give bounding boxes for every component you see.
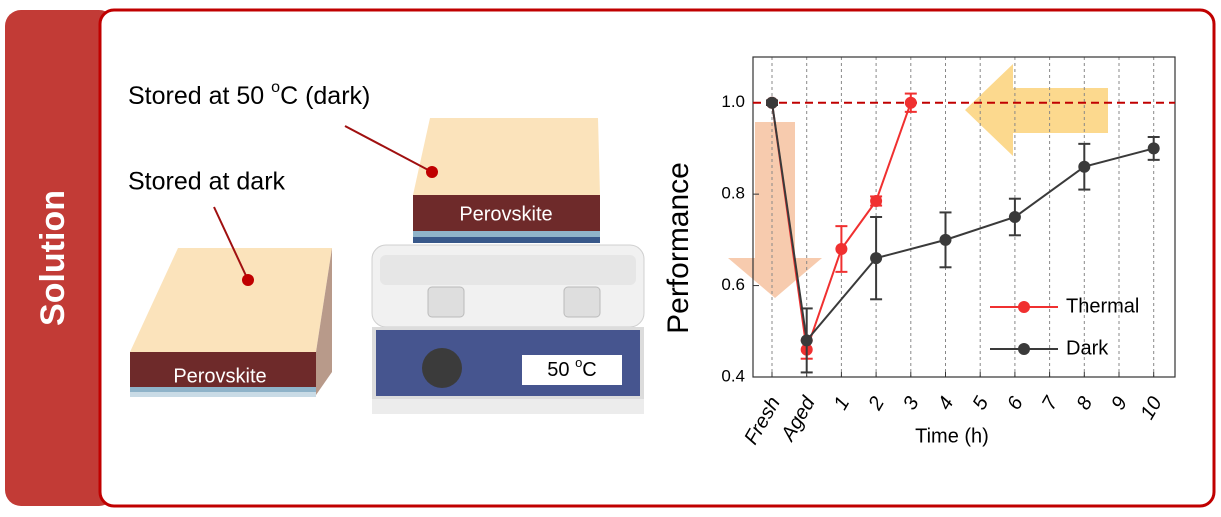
y-tick-label: 1.0 <box>721 92 745 111</box>
legend-marker <box>1018 343 1030 355</box>
y-tick-label: 0.8 <box>721 184 745 203</box>
legend-label: Dark <box>1066 337 1109 359</box>
point <box>766 97 778 109</box>
side-label: Solution <box>34 190 72 326</box>
point <box>1078 161 1090 173</box>
annotation: Stored at dark <box>128 168 286 196</box>
legend-label: Thermal <box>1066 295 1139 317</box>
point <box>1009 211 1021 223</box>
leader-dot <box>242 274 254 286</box>
y-tick-label: 0.6 <box>721 275 745 294</box>
film-label: Perovskite <box>459 203 552 225</box>
point <box>940 234 952 246</box>
legend-marker <box>1018 301 1030 313</box>
y-axis-label: Performance <box>662 162 695 334</box>
hotplate-label: 50 oC <box>547 355 597 381</box>
point <box>801 334 813 346</box>
point <box>870 252 882 264</box>
hotplate <box>372 245 644 414</box>
point <box>905 97 917 109</box>
annotation: Stored at 50 oC (dark) <box>128 79 370 109</box>
y-tick-label: 0.4 <box>721 366 745 385</box>
film-label: Perovskite <box>173 365 266 387</box>
point <box>1148 142 1160 154</box>
x-axis-label: Time (h) <box>915 425 989 447</box>
leader-dot <box>426 166 438 178</box>
point <box>870 195 882 207</box>
page: Solution Perovskite 50 oC Perovskite Sto… <box>0 0 1221 512</box>
figure: Solution Perovskite 50 oC Perovskite Sto… <box>0 0 1221 512</box>
point <box>835 243 847 255</box>
